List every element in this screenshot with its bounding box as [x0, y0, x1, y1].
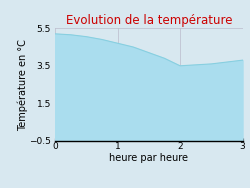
Y-axis label: Température en °C: Température en °C: [17, 39, 28, 130]
X-axis label: heure par heure: heure par heure: [109, 153, 188, 163]
Title: Evolution de la température: Evolution de la température: [66, 14, 232, 27]
